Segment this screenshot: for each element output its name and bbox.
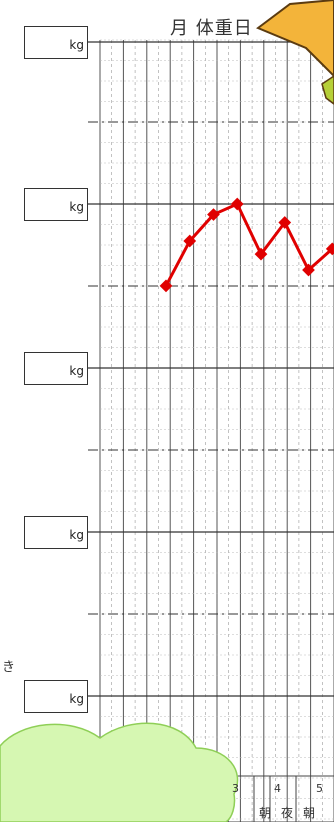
data-point (207, 208, 220, 221)
weight-input-box-3[interactable]: kg (24, 352, 88, 385)
weight-series (159, 197, 334, 293)
data-point (230, 197, 244, 211)
data-point (302, 263, 315, 277)
day-header-cell (295, 775, 334, 822)
weight-input-box-5[interactable]: kg (24, 680, 88, 713)
x-sub-label: 夜 (281, 805, 293, 820)
data-point (278, 216, 292, 229)
kg-unit-label: kg (69, 692, 84, 706)
x-day-label: 4 (274, 782, 281, 795)
chart-title: 月 体重日 (170, 18, 253, 39)
kg-unit-label: kg (69, 528, 84, 542)
speech-cloud (0, 722, 239, 822)
kg-unit-label: kg (69, 364, 84, 378)
kg-unit-label: kg (69, 200, 84, 214)
chart-grid (88, 39, 334, 822)
mascot-illustration (256, 0, 334, 105)
data-point (325, 242, 334, 256)
x-day-label: 3 (232, 782, 239, 795)
weight-input-box-1[interactable]: kg (24, 26, 88, 59)
x-axis-labels: 3 4 5 朝 夜 朝 (232, 782, 323, 820)
weight-input-box-4[interactable]: kg (24, 516, 88, 549)
x-day-label: 5 (316, 782, 323, 795)
kg-unit-label: kg (69, 38, 84, 52)
x-sub-label: 朝 (303, 806, 315, 820)
data-point (254, 247, 268, 261)
stray-mark: き (2, 660, 16, 675)
data-point (183, 234, 197, 248)
weight-input-box-2[interactable]: kg (24, 188, 88, 221)
x-sub-label: 朝 (259, 806, 271, 820)
data-point (159, 279, 173, 293)
